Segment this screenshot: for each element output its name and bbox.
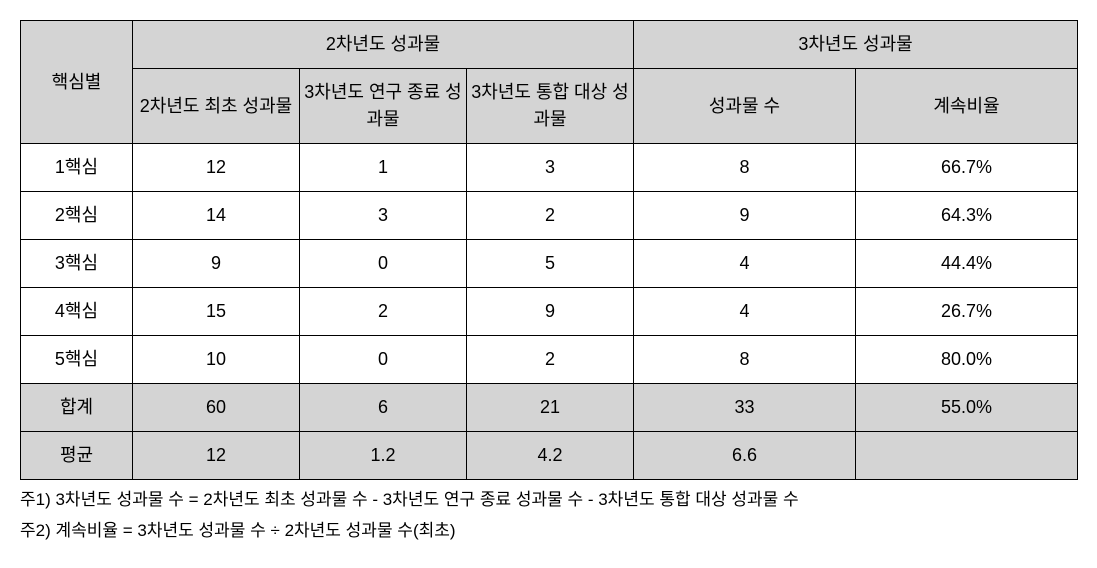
cell: 2: [467, 192, 634, 240]
cell: 4: [634, 240, 856, 288]
row-label: 3핵심: [21, 240, 133, 288]
cell: 26.7%: [856, 288, 1078, 336]
cell: 8: [634, 144, 856, 192]
row-label: 4핵심: [21, 288, 133, 336]
cell: 9: [467, 288, 634, 336]
cell: 2: [467, 336, 634, 384]
header-rowlabel: 핵심별: [21, 21, 133, 144]
cell: 10: [133, 336, 300, 384]
cell: 4: [634, 288, 856, 336]
header-group2: 3차년도 성과물: [634, 21, 1078, 69]
footnotes: 주1) 3차년도 성과물 수 = 2차년도 최초 성과물 수 - 3차년도 연구…: [20, 486, 1077, 546]
cell: 15: [133, 288, 300, 336]
header-row-2: 2차년도 최초 성과물 3차년도 연구 종료 성과물 3차년도 통합 대상 성과…: [21, 69, 1078, 144]
cell: 12: [133, 432, 300, 480]
cell: 3: [300, 192, 467, 240]
cell: 8: [634, 336, 856, 384]
cell: 9: [634, 192, 856, 240]
cell: 1.2: [300, 432, 467, 480]
cell: 0: [300, 240, 467, 288]
cell: 14: [133, 192, 300, 240]
cell: 55.0%: [856, 384, 1078, 432]
cell: 66.7%: [856, 144, 1078, 192]
cell: 4.2: [467, 432, 634, 480]
cell: 0: [300, 336, 467, 384]
header-row-1: 핵심별 2차년도 성과물 3차년도 성과물: [21, 21, 1078, 69]
header-col1: 2차년도 최초 성과물: [133, 69, 300, 144]
cell: 6: [300, 384, 467, 432]
table-row: 2핵심 14 3 2 9 64.3%: [21, 192, 1078, 240]
cell: 60: [133, 384, 300, 432]
outcomes-table: 핵심별 2차년도 성과물 3차년도 성과물 2차년도 최초 성과물 3차년도 연…: [20, 20, 1078, 480]
table-row: 4핵심 15 2 9 4 26.7%: [21, 288, 1078, 336]
footnote-1: 주1) 3차년도 성과물 수 = 2차년도 최초 성과물 수 - 3차년도 연구…: [20, 486, 1077, 515]
cell: 2: [300, 288, 467, 336]
cell: 12: [133, 144, 300, 192]
table-row: 1핵심 12 1 3 8 66.7%: [21, 144, 1078, 192]
header-col2: 3차년도 연구 종료 성과물: [300, 69, 467, 144]
table-row: 5핵심 10 0 2 8 80.0%: [21, 336, 1078, 384]
cell: 64.3%: [856, 192, 1078, 240]
cell: [856, 432, 1078, 480]
cell: 1: [300, 144, 467, 192]
table-row-total: 합계 60 6 21 33 55.0%: [21, 384, 1078, 432]
row-label: 합계: [21, 384, 133, 432]
cell: 33: [634, 384, 856, 432]
header-col5: 계속비율: [856, 69, 1078, 144]
cell: 80.0%: [856, 336, 1078, 384]
header-group1: 2차년도 성과물: [133, 21, 634, 69]
footnote-2: 주2) 계속비율 = 3차년도 성과물 수 ÷ 2차년도 성과물 수(최초): [20, 517, 1077, 546]
row-label: 평균: [21, 432, 133, 480]
cell: 3: [467, 144, 634, 192]
cell: 9: [133, 240, 300, 288]
table-row: 3핵심 9 0 5 4 44.4%: [21, 240, 1078, 288]
header-col3: 3차년도 통합 대상 성과물: [467, 69, 634, 144]
cell: 5: [467, 240, 634, 288]
cell: 6.6: [634, 432, 856, 480]
header-col4: 성과물 수: [634, 69, 856, 144]
cell: 21: [467, 384, 634, 432]
row-label: 5핵심: [21, 336, 133, 384]
cell: 44.4%: [856, 240, 1078, 288]
table-row-avg: 평균 12 1.2 4.2 6.6: [21, 432, 1078, 480]
row-label: 1핵심: [21, 144, 133, 192]
row-label: 2핵심: [21, 192, 133, 240]
